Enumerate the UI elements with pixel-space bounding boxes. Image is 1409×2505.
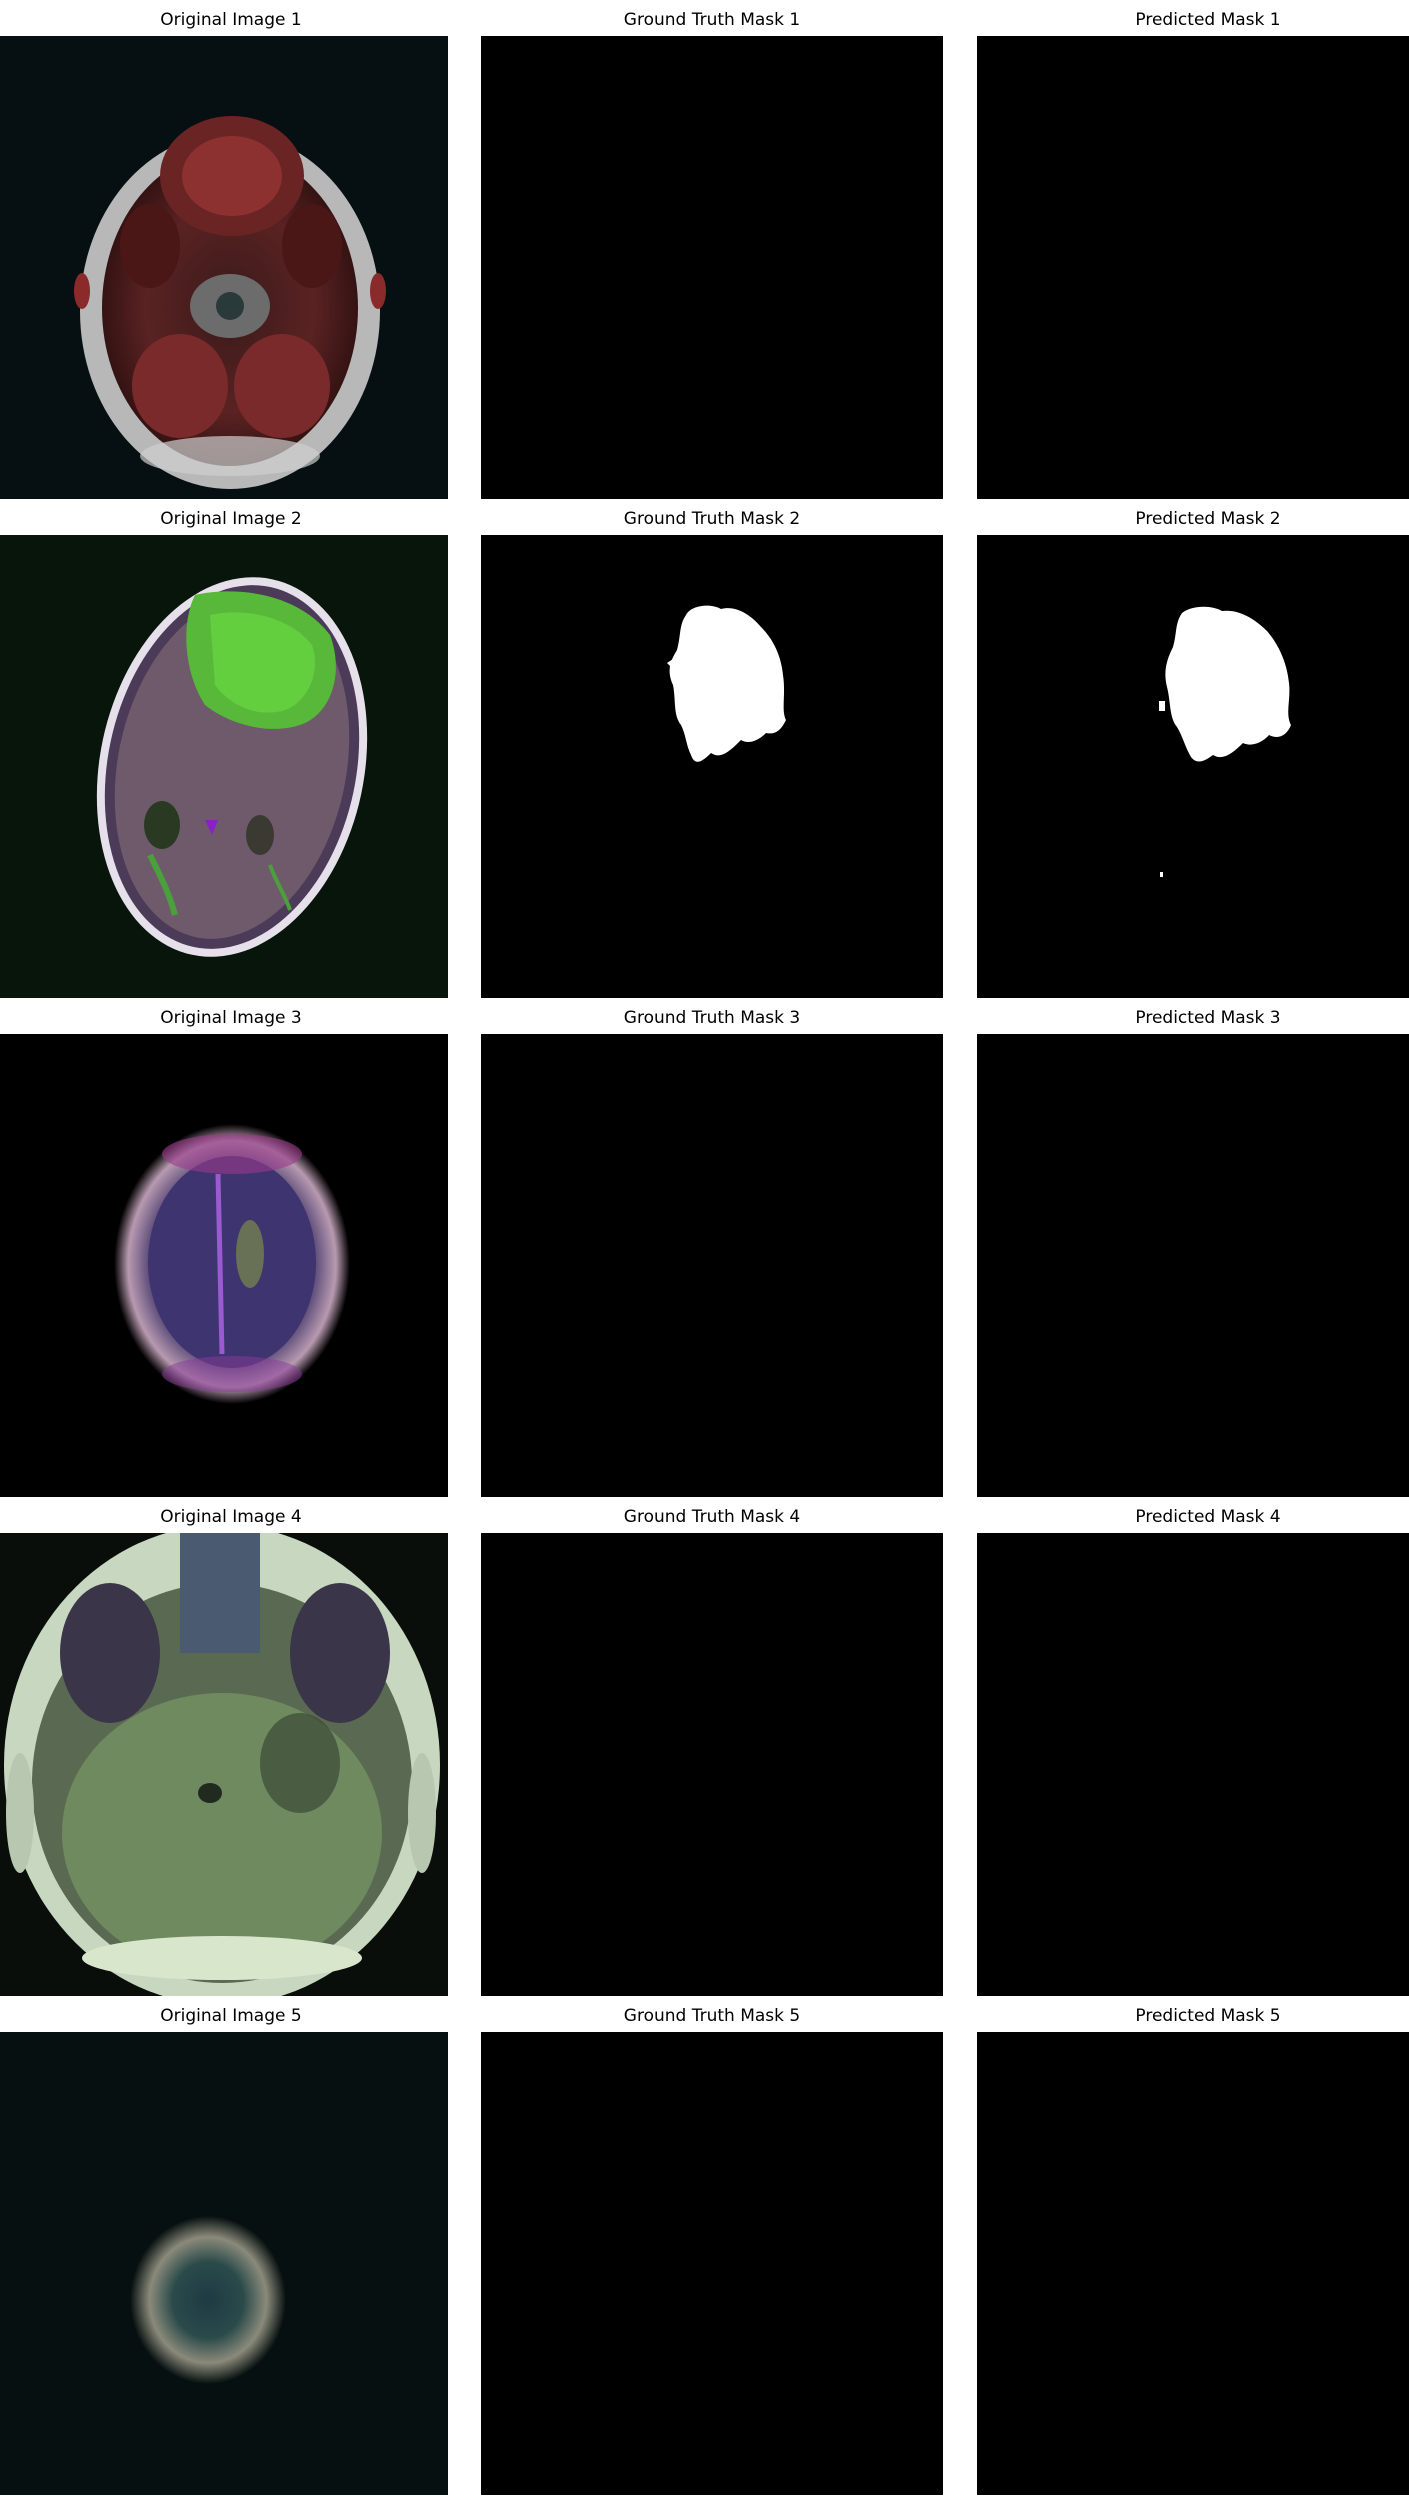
predicted-mask-image bbox=[977, 1034, 1409, 1497]
panel-title: Ground Truth Mask 4 bbox=[623, 1507, 801, 1527]
ground-truth-mask-panel-1: Ground Truth Mask 1 bbox=[481, 0, 943, 499]
panel-title: Original Image 1 bbox=[160, 10, 302, 30]
predicted-mask-panel-2: Predicted Mask 2 bbox=[977, 499, 1409, 998]
panel-title: Original Image 4 bbox=[160, 1507, 302, 1527]
panel-title: Ground Truth Mask 1 bbox=[623, 10, 801, 30]
predicted-tumor-shape bbox=[977, 535, 1409, 998]
panel-title: Predicted Mask 4 bbox=[1135, 1507, 1281, 1527]
panel-title: Original Image 3 bbox=[160, 1008, 302, 1028]
original-image-panel-1: Original Image 1 bbox=[0, 0, 462, 499]
ground-truth-mask-image bbox=[481, 36, 943, 499]
ground-truth-mask-panel-2: Ground Truth Mask 2 bbox=[481, 499, 943, 998]
mri-scan-image bbox=[0, 1533, 448, 1996]
cerebellum-scan-graphic bbox=[0, 1533, 448, 1996]
brain-tumor-scan-graphic bbox=[0, 535, 448, 998]
predicted-mask-panel-5: Predicted Mask 5 bbox=[977, 1996, 1409, 2495]
ground-truth-mask-image bbox=[481, 535, 943, 998]
predicted-mask-image bbox=[977, 36, 1409, 499]
mri-scan-image bbox=[0, 535, 448, 998]
ground-truth-mask-panel-4: Ground Truth Mask 4 bbox=[481, 1497, 943, 1996]
ground-truth-mask-image bbox=[481, 1034, 943, 1497]
predicted-mask-panel-3: Predicted Mask 3 bbox=[977, 998, 1409, 1497]
original-image-panel-5: Original Image 5 bbox=[0, 1996, 462, 2495]
predicted-mask-image bbox=[977, 535, 1409, 998]
ground-truth-mask-panel-3: Ground Truth Mask 3 bbox=[481, 998, 943, 1497]
panel-title: Predicted Mask 5 bbox=[1135, 2006, 1281, 2026]
panel-title: Original Image 2 bbox=[160, 509, 302, 529]
original-image-panel-3: Original Image 3 bbox=[0, 998, 462, 1497]
mri-scan-image bbox=[0, 2032, 448, 2495]
tumor-mask-shape bbox=[481, 535, 943, 998]
panel-title: Predicted Mask 3 bbox=[1135, 1008, 1281, 1028]
predicted-mask-image bbox=[977, 1533, 1409, 1996]
ground-truth-mask-image bbox=[481, 1533, 943, 1996]
panel-title: Ground Truth Mask 3 bbox=[623, 1008, 801, 1028]
skull-base-scan-graphic bbox=[0, 36, 448, 499]
original-image-panel-4: Original Image 4 bbox=[0, 1497, 462, 1996]
ground-truth-mask-image bbox=[481, 2032, 943, 2495]
panel-title: Predicted Mask 1 bbox=[1135, 10, 1281, 30]
panel-title: Ground Truth Mask 5 bbox=[623, 2006, 801, 2026]
predicted-mask-panel-1: Predicted Mask 1 bbox=[977, 0, 1409, 499]
panel-title: Original Image 5 bbox=[160, 2006, 302, 2026]
panel-title: Predicted Mask 2 bbox=[1135, 509, 1281, 529]
predicted-mask-panel-4: Predicted Mask 4 bbox=[977, 1497, 1409, 1996]
top-slice-scan-graphic bbox=[0, 1034, 448, 1497]
predicted-mask-image bbox=[977, 2032, 1409, 2495]
mri-scan-image bbox=[0, 36, 448, 499]
panel-title: Ground Truth Mask 2 bbox=[623, 509, 801, 529]
ground-truth-mask-panel-5: Ground Truth Mask 5 bbox=[481, 1996, 943, 2495]
mri-scan-image bbox=[0, 1034, 448, 1497]
original-image-panel-2: Original Image 2 bbox=[0, 499, 462, 998]
vertex-slice-scan-graphic bbox=[0, 2032, 448, 2495]
